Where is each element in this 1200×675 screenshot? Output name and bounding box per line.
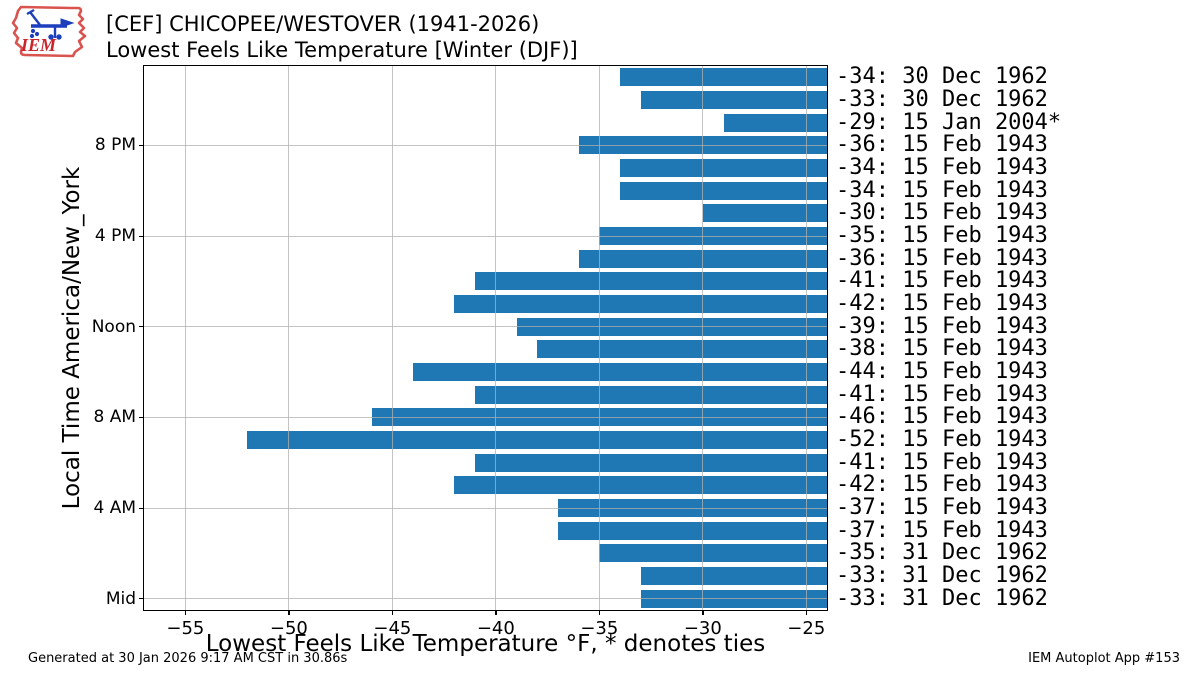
bar-11am <box>537 340 827 359</box>
grid-line-vertical <box>391 66 393 610</box>
x-tick-label: −40 <box>476 618 515 639</box>
y-tick-label: 4 PM <box>94 226 136 246</box>
y-tick-mark <box>139 598 144 600</box>
x-tick-label: −30 <box>683 618 722 639</box>
x-tick-mark <box>495 610 497 615</box>
page-title: [CEF] CHICOPEE/WESTOVER (1941-2026) <box>106 12 540 36</box>
y-tick-label: Noon <box>91 316 136 337</box>
grid-line-horizontal <box>144 235 827 237</box>
x-tick-label: −50 <box>269 618 308 639</box>
y-tick-label: 8 PM <box>94 135 136 156</box>
y-tick-mark <box>139 416 144 419</box>
y-tick-mark <box>139 326 144 328</box>
footer-generated-at: Generated at 30 Jan 2026 9:17 AM CST in … <box>28 651 348 666</box>
bar-value-label: -39: 15 Feb 1943 <box>836 313 1048 339</box>
bar-9am <box>475 385 827 404</box>
bar-value-label: -30: 15 Feb 1943 <box>836 200 1048 226</box>
x-tick-mark <box>598 610 601 615</box>
grid-line-horizontal <box>144 144 827 146</box>
y-tick-mark <box>139 507 144 509</box>
bar-9pm <box>723 113 827 132</box>
x-tick-label: −55 <box>166 618 205 639</box>
iem-logo: IEM <box>11 5 87 58</box>
x-tick-mark <box>184 610 187 615</box>
y-tick-label: 4 AM <box>93 498 136 518</box>
bar-value-label: -41: 15 Feb 1943 <box>836 268 1048 294</box>
x-tick-label: −35 <box>580 618 619 639</box>
x-tick-mark <box>391 610 394 615</box>
bar-6pm <box>620 181 827 200</box>
bar-value-label: -34: 30 Dec 1962 <box>836 64 1048 90</box>
grid-line-horizontal <box>144 507 827 509</box>
bar-3am <box>557 521 827 540</box>
y-tick-mark <box>139 144 144 147</box>
bar-6am <box>475 453 827 472</box>
y-axis-label: Local Time America/New_York <box>59 166 85 510</box>
grid-line-vertical <box>288 66 290 610</box>
bar-value-label: -37: 15 Feb 1943 <box>836 495 1048 520</box>
x-axis-label: Lowest Feels Like Temperature °F, * deno… <box>205 631 766 657</box>
bar-value-label: -36: 15 Feb 1943 <box>836 245 1048 271</box>
iem-logo-text: IEM <box>20 35 57 55</box>
bar-5am <box>454 476 827 495</box>
y-tick-label: 8 AM <box>93 407 136 428</box>
bar-value-label: -41: 15 Feb 1943 <box>836 449 1048 475</box>
bar-value-label: -34: 15 Feb 1943 <box>836 155 1048 180</box>
grid-line-vertical <box>702 66 704 610</box>
bar-1pm <box>454 295 827 313</box>
bar-value-label: -46: 15 Feb 1943 <box>836 404 1048 430</box>
bar-value-label: -34: 15 Feb 1943 <box>836 177 1048 203</box>
y-tick-mark <box>139 235 144 237</box>
bar-value-label: -37: 15 Feb 1943 <box>836 517 1048 543</box>
footer-app-id: IEM Autoplot App #153 <box>1028 651 1180 666</box>
iowa-outline-icon <box>11 5 87 58</box>
bar-7pm <box>620 159 827 177</box>
y-tick-label: Mid <box>105 588 136 609</box>
bar-value-label: -33: 31 Dec 1962 <box>836 585 1048 611</box>
bar-value-label: -36: 15 Feb 1943 <box>836 132 1048 158</box>
grid-line-vertical <box>184 66 186 610</box>
grid-line-vertical <box>805 66 807 610</box>
bar-7am <box>247 431 827 449</box>
bar-value-label: -42: 15 Feb 1943 <box>836 472 1048 498</box>
grid-line-horizontal <box>144 416 827 418</box>
bar-value-label: -35: 31 Dec 1962 <box>836 540 1048 566</box>
weather-vane-icon <box>26 9 75 40</box>
x-tick-label: −45 <box>373 618 412 639</box>
bar-value-label: -29: 15 Jan 2004* <box>836 109 1062 135</box>
bar-10pm <box>640 91 827 109</box>
bar-value-label: -33: 30 Dec 1962 <box>836 87 1048 112</box>
bar-value-label: -42: 15 Feb 1943 <box>836 291 1048 316</box>
bar-10am <box>413 363 827 381</box>
bar-value-label: -33: 31 Dec 1962 <box>836 563 1048 588</box>
grid-line-horizontal <box>144 598 827 600</box>
bar-value-label: -41: 15 Feb 1943 <box>836 381 1048 407</box>
bar-2am <box>599 544 827 563</box>
grid-line-vertical <box>598 66 600 610</box>
bar-value-label: -44: 15 Feb 1943 <box>836 359 1048 384</box>
x-tick-mark <box>805 610 808 615</box>
bar-1am <box>640 567 827 585</box>
bar-value-label: -52: 15 Feb 1943 <box>836 427 1048 452</box>
plot-area <box>144 66 827 610</box>
bar-value-label: -38: 15 Feb 1943 <box>836 336 1048 362</box>
x-tick-label: −25 <box>787 618 826 639</box>
bar-value-label: -35: 15 Feb 1943 <box>836 223 1048 248</box>
x-tick-mark <box>288 610 290 615</box>
bar-11pm <box>620 68 827 87</box>
grid-line-horizontal <box>144 326 827 328</box>
page-subtitle: Lowest Feels Like Temperature [Winter (D… <box>106 38 578 62</box>
bar-5pm <box>702 204 827 223</box>
title-block: [CEF] CHICOPEE/WESTOVER (1941-2026) Lowe… <box>106 11 578 63</box>
grid-line-vertical <box>495 66 497 610</box>
x-tick-mark <box>702 610 704 615</box>
bar-2pm <box>475 272 827 291</box>
